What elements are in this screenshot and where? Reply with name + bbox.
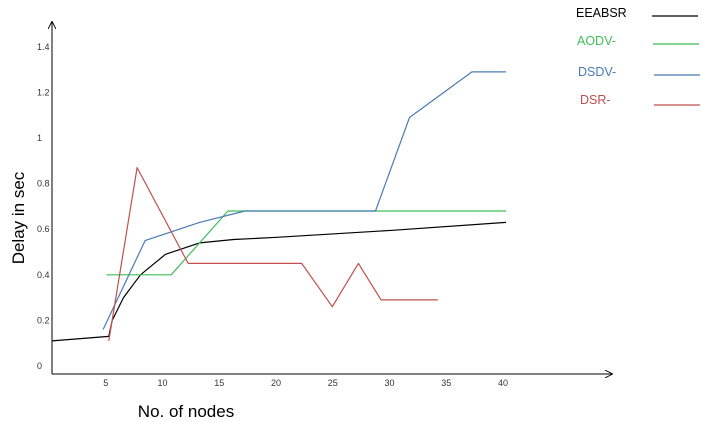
x-tick-label: 35 [441,378,451,388]
legend-label: DSR- [580,93,611,107]
legend-label: DSDV- [578,65,616,79]
legend-label: EEABSR [576,6,627,20]
y-tick-labels: 0 0.2 0.4 0.6 0.8 1 1.2 1.4 [37,42,50,371]
y-tick-label: 0.8 [37,179,50,189]
x-tick-label: 15 [214,378,224,388]
legend: EEABSR AODV- DSDV- DSR- [576,6,700,107]
y-tick-label: 0.2 [37,315,50,325]
x-axis-title: No. of nodes [138,402,234,421]
series-lines [51,71,507,342]
x-tick-label: 20 [271,378,281,388]
y-tick-label: 1 [37,133,42,143]
x-tick-labels: 5 10 15 20 25 30 35 40 [103,378,508,388]
y-axis-title: Delay in sec [9,171,28,264]
x-tick-label: 30 [384,378,394,388]
series-line-dsdv [102,71,506,330]
y-tick-label: 0.6 [37,224,50,234]
series-line-dsr [108,167,438,341]
y-tick-label: 1.4 [37,42,50,52]
legend-label: AODV- [577,34,616,48]
series-line-eeabsr [51,221,507,342]
x-tick-label: 25 [328,378,338,388]
y-tick-label: 0.4 [37,270,50,280]
y-tick-label: 1.2 [37,87,50,97]
x-tick-label: 10 [157,378,167,388]
y-tick-label: 0 [37,361,42,371]
series-line-aodv [106,210,506,276]
x-tick-label: 40 [498,378,508,388]
x-tick-label: 5 [103,378,108,388]
